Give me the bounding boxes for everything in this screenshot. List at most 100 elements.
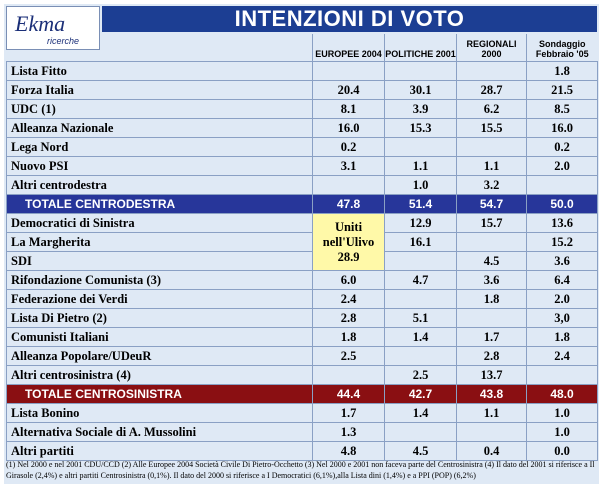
cell-value: 1.3 (312, 422, 385, 442)
cell-value (312, 365, 385, 385)
column-header: POLITICHE 2001 (384, 34, 457, 62)
cell-value: 2.0 (526, 156, 598, 176)
cell-value: 2.8 (312, 308, 385, 328)
column-header: Sondaggio Febbraio '05 (526, 34, 598, 62)
party-label: Democratici di Sinistra (6, 213, 313, 233)
cell-value (312, 61, 385, 81)
party-label: Alternativa Sociale di A. Mussolini (6, 422, 313, 442)
cell-value: 6.0 (312, 270, 385, 290)
cell-value: 3.2 (456, 175, 527, 195)
cell-value (384, 346, 457, 366)
cell-value: 0.0 (526, 441, 598, 461)
cell-value (384, 61, 457, 81)
table-row: Altri partiti 4.8 4.5 0.4 0.0 (6, 441, 598, 461)
cell-value: 15.5 (456, 118, 527, 138)
party-label: Forza Italia (6, 80, 313, 100)
table-row: La Margherita 16.1 15.2 (6, 232, 598, 252)
table-row: Alternativa Sociale di A. Mussolini 1.3 1.… (6, 422, 598, 442)
table-row: UDC (1) 8.1 3.9 6.2 8.5 (6, 99, 598, 119)
cell-value: 1.4 (384, 327, 457, 347)
merged-cell: Uniti nell'Ulivo 28.9 (312, 213, 385, 271)
party-label: La Margherita (6, 232, 313, 252)
party-label: SDI (6, 251, 313, 271)
cell-value: 1.0 (384, 175, 457, 195)
logo-sub: ricerche (47, 36, 80, 46)
cell-value: 48.0 (526, 384, 598, 404)
cell-value: 0.2 (526, 137, 598, 157)
cell-value: 3.1 (312, 156, 385, 176)
table-row: Alleanza Nazionale 16.0 15.3 15.5 16.0 (6, 118, 598, 138)
cell-value: 20.4 (312, 80, 385, 100)
cell-value: 44.4 (312, 384, 385, 404)
cell-value: 1.0 (526, 403, 598, 423)
cell-value: 43.8 (456, 384, 527, 404)
cell-value: 1.8 (456, 289, 527, 309)
party-label: Nuovo PSI (6, 156, 313, 176)
cell-value: 2.8 (456, 346, 527, 366)
cell-value: 6.2 (456, 99, 527, 119)
cell-value: 2.5 (384, 365, 457, 385)
table-row: Federazione dei Verdi 2.4 1.8 2.0 (6, 289, 598, 309)
cell-value (312, 175, 385, 195)
cell-value (456, 308, 527, 328)
cell-value: 42.7 (384, 384, 457, 404)
footnote: (1) Nel 2000 e nel 2001 CDU/CCD (2) Alle… (6, 460, 595, 480)
cell-value: 30.1 (384, 80, 457, 100)
cell-value: 4.5 (384, 441, 457, 461)
cell-value: 1.1 (384, 156, 457, 176)
table-row: TOTALE CENTROSINISTRA 44.4 42.7 43.8 48.0 (6, 384, 598, 404)
table-row: Forza Italia 20.4 30.1 28.7 21.5 (6, 80, 598, 100)
cell-value (456, 232, 527, 252)
party-label: Lega Nord (6, 137, 313, 157)
cell-value: 16.1 (384, 232, 457, 252)
party-label: Altri centrosinistra (4) (6, 365, 313, 385)
party-label: UDC (1) (6, 99, 313, 119)
logo-name: Ekma (15, 11, 66, 36)
cell-value: 16.0 (526, 118, 598, 138)
cell-value: 51.4 (384, 194, 457, 214)
cell-value: 50.0 (526, 194, 598, 214)
cell-value: 1.8 (526, 61, 598, 81)
cell-value: 0.2 (312, 137, 385, 157)
column-header: REGIONALI 2000 (456, 34, 527, 62)
cell-value: 1.7 (456, 327, 527, 347)
party-label: Altri centrodestra (6, 175, 313, 195)
cell-value: 3,0 (526, 308, 598, 328)
table-row: Alleanza Popolare/UDeuR 2.5 2.8 2.4 (6, 346, 598, 366)
cell-value: 13.7 (456, 365, 527, 385)
party-label: Lista Bonino (6, 403, 313, 423)
table-row: Lista Di Pietro (2) 2.8 5.1 3,0 (6, 308, 598, 328)
cell-value: 6.4 (526, 270, 598, 290)
table-row: Rifondazione Comunista (3) 6.0 4.7 3.6 6.4 (6, 270, 598, 290)
column-header: EUROPEE 2004 (312, 34, 385, 62)
merged-label: Uniti nell'Ulivo (322, 219, 375, 249)
cell-value: 1.0 (526, 422, 598, 442)
table-row: SDI 4.5 3.6 (6, 251, 598, 271)
table-row: Lista Bonino 1.7 1.4 1.1 1.0 (6, 403, 598, 423)
cell-value: 1.1 (456, 156, 527, 176)
title: INTENZIONI DI VOTO (102, 6, 597, 32)
table-row: Altri centrosinistra (4) 2.5 13.7 (6, 365, 598, 385)
party-label: TOTALE CENTRODESTRA (6, 194, 313, 214)
cell-value: 15.7 (456, 213, 527, 233)
table-row: Comunisti Italiani 1.8 1.4 1.7 1.8 (6, 327, 598, 347)
cell-value: 47.8 (312, 194, 385, 214)
cell-value (456, 422, 527, 442)
party-label: Altri partiti (6, 441, 313, 461)
cell-value: 2.4 (312, 289, 385, 309)
results-table: EUROPEE 2004 POLITICHE 2001 REGIONALI 2000… (6, 34, 598, 461)
cell-value: 5.1 (384, 308, 457, 328)
cell-value: 1.1 (456, 403, 527, 423)
cell-value: 2.0 (526, 289, 598, 309)
table-row: Democratici di Sinistra Uniti nell'Ulivo 2… (6, 213, 598, 271)
page: Ekma ricerche INTENZIONI DI VOTO EUROPEE… (4, 4, 599, 484)
cell-value: 8.5 (526, 99, 598, 119)
cell-value: 28.7 (456, 80, 527, 100)
cell-value (526, 175, 598, 195)
cell-value: 2.5 (312, 346, 385, 366)
cell-value: 8.1 (312, 99, 385, 119)
cell-value: 2.4 (526, 346, 598, 366)
table-row: TOTALE CENTRODESTRA 47.8 51.4 54.7 50.0 (6, 194, 598, 214)
table-row: Nuovo PSI 3.1 1.1 1.1 2.0 (6, 156, 598, 176)
cell-value: 1.8 (526, 327, 598, 347)
